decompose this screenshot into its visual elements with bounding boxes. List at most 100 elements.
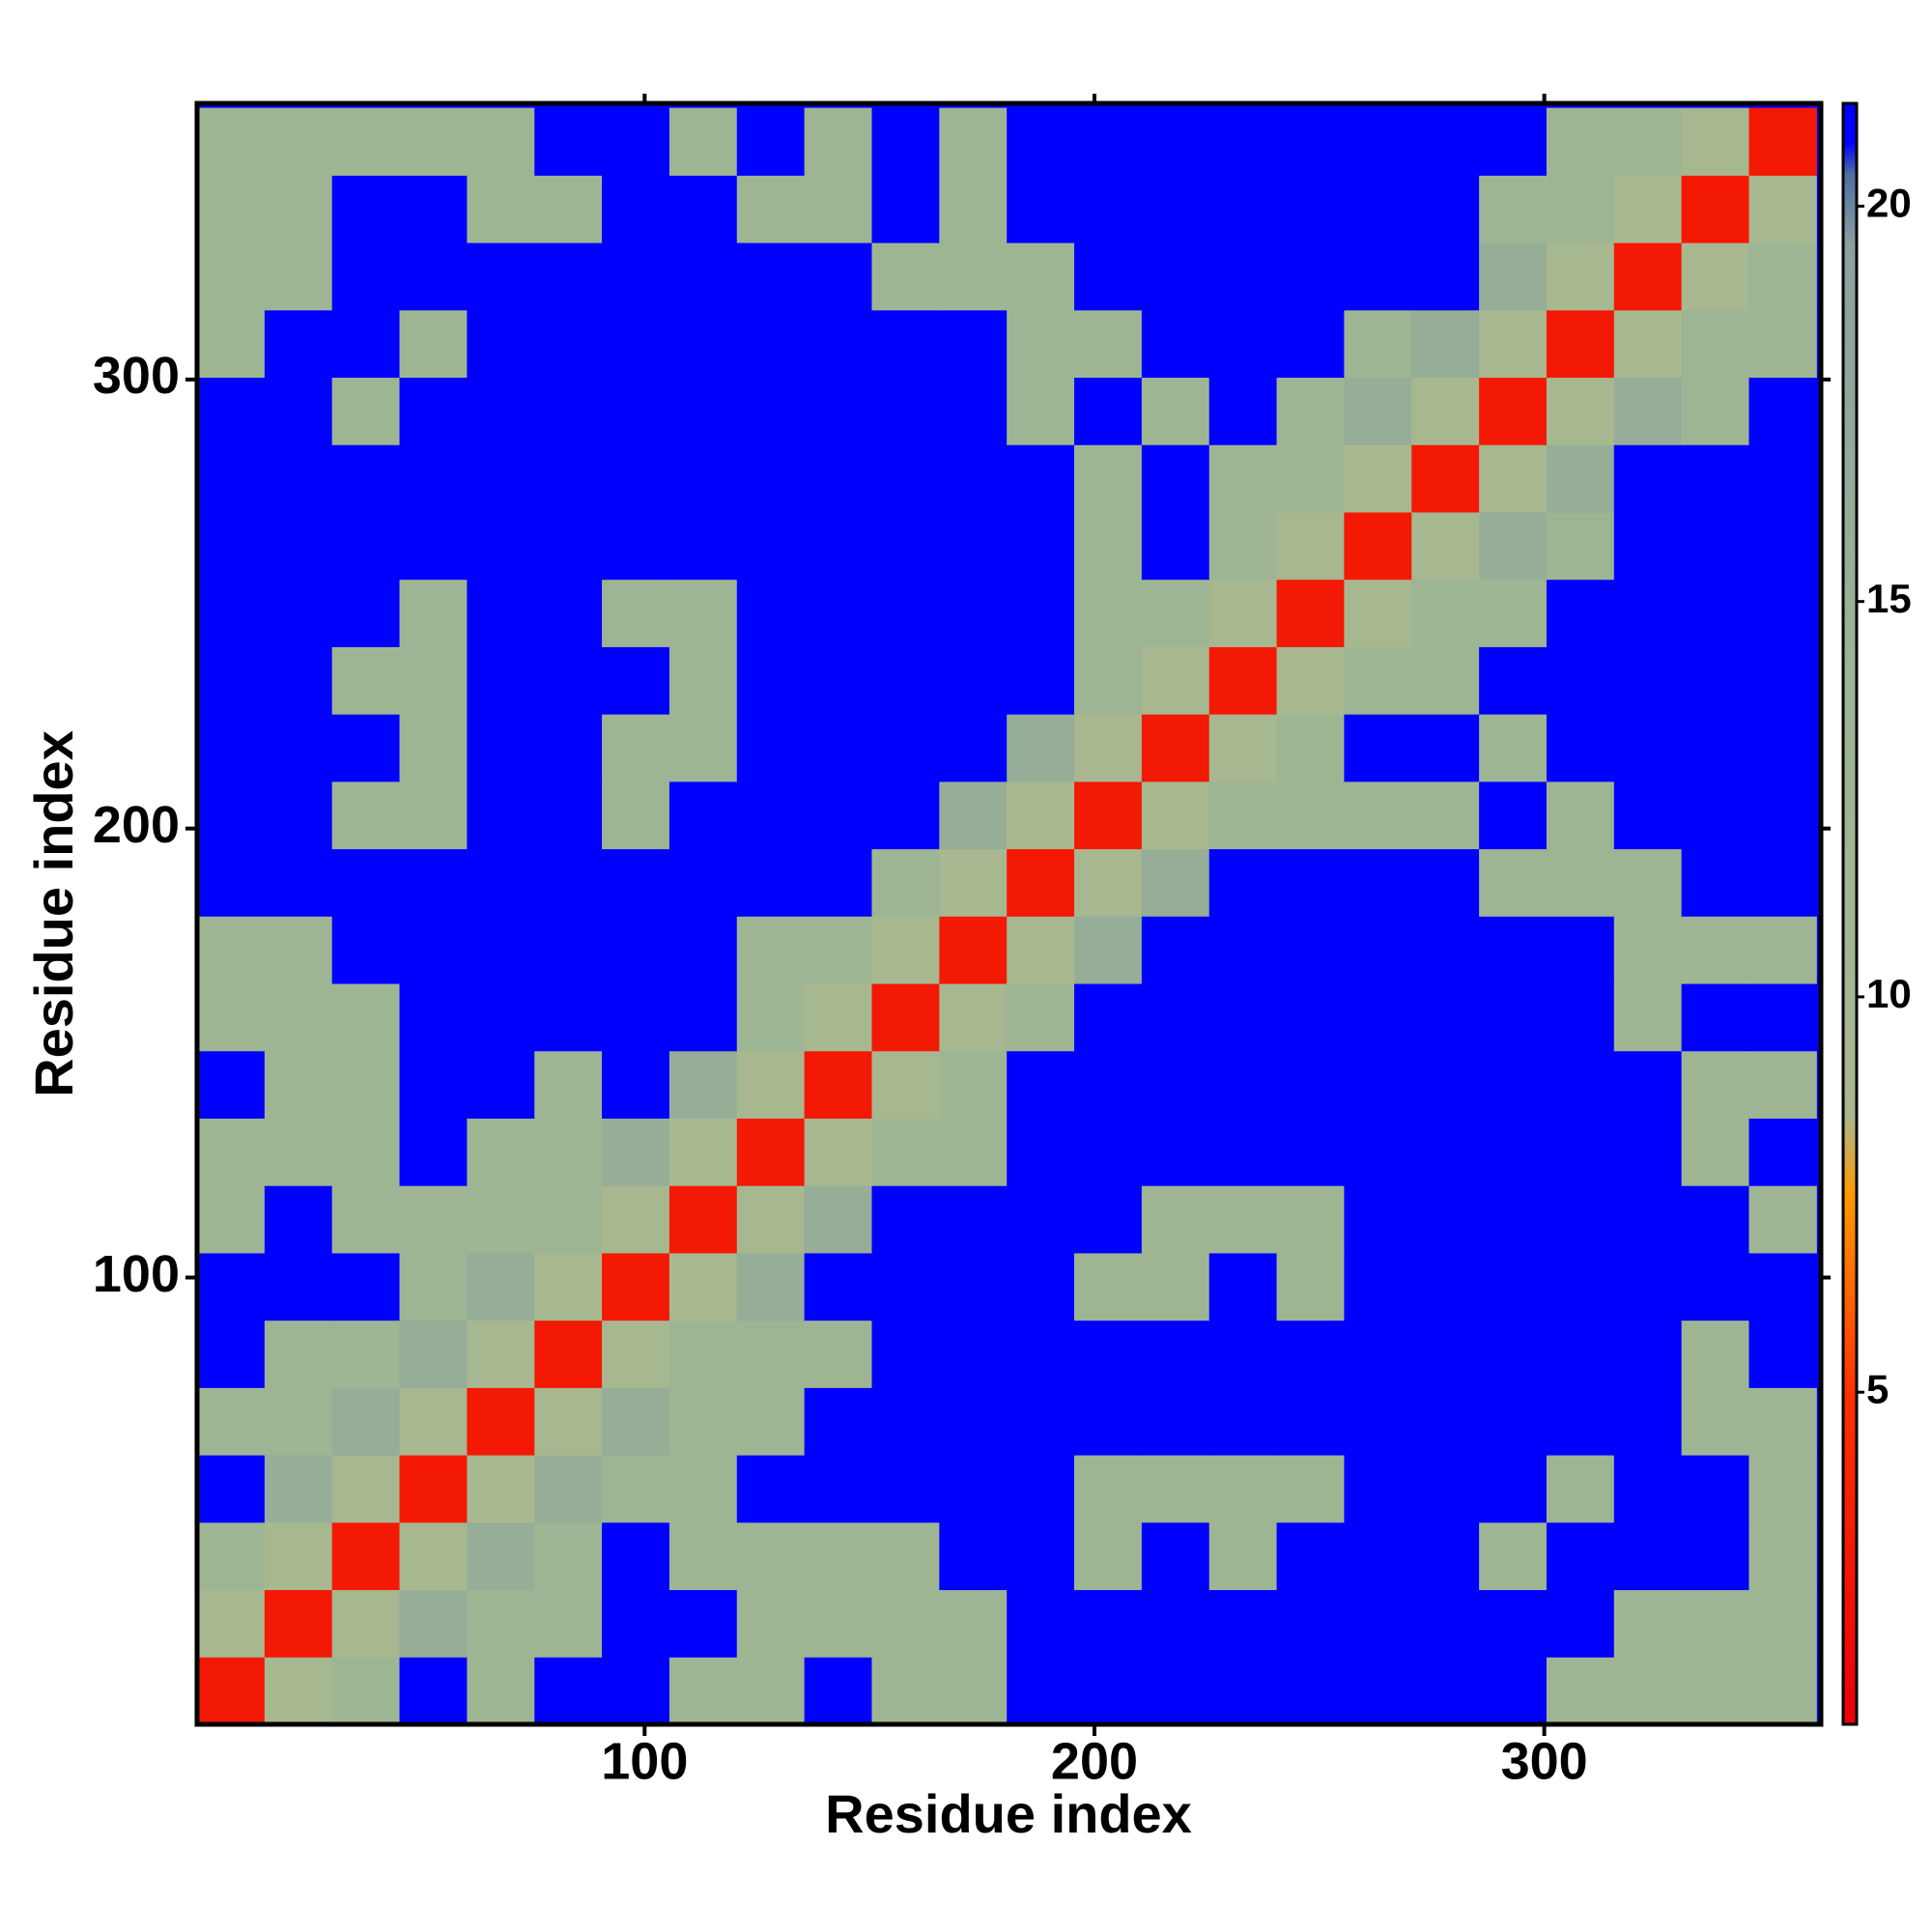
heatmap-cell (467, 1521, 535, 1591)
heatmap-cell (939, 848, 1008, 917)
heatmap-cell (467, 1252, 535, 1321)
heatmap-cell (331, 646, 401, 715)
heatmap-cell (197, 309, 266, 379)
heatmap-cell (197, 1185, 266, 1254)
heatmap-cell (804, 1320, 872, 1388)
heatmap-cell (399, 242, 468, 311)
heatmap-cell (1007, 646, 1075, 715)
heatmap-cell (331, 1185, 401, 1254)
heatmap-cell (939, 1118, 1008, 1186)
heatmap-cell (668, 1118, 738, 1186)
heatmap-cell (939, 175, 1008, 243)
heatmap-cell (1748, 579, 1817, 647)
heatmap-cell (1681, 1589, 1749, 1658)
heatmap-cell (1479, 444, 1548, 513)
heatmap-cell (1613, 377, 1683, 445)
heatmap-cell (1411, 983, 1480, 1052)
heatmap-cell (602, 309, 670, 379)
heatmap-cell (331, 1455, 401, 1523)
heatmap-cell (871, 1118, 940, 1186)
heatmap-cell (1681, 1252, 1749, 1321)
heatmap-cell (1344, 646, 1412, 715)
heatmap-cell (1479, 1118, 1548, 1186)
heatmap-cell (1208, 1521, 1278, 1591)
heatmap-cell (1681, 781, 1749, 850)
heatmap-cell (1748, 1050, 1817, 1119)
heatmap-cell (467, 107, 535, 176)
heatmap-cell (331, 714, 401, 782)
heatmap-cell (1007, 309, 1075, 379)
heatmap-cell (1681, 511, 1749, 581)
heatmap-cell (1411, 1185, 1480, 1254)
heatmap-cell (1276, 1521, 1345, 1591)
heatmap-cell (1411, 714, 1480, 782)
heatmap-cell (1007, 444, 1075, 513)
heatmap-cell (602, 1252, 670, 1321)
heatmap-cell (1344, 781, 1412, 850)
heatmap-cell (1681, 1320, 1749, 1388)
heatmap-cell (1276, 1118, 1345, 1186)
heatmap-cell (668, 916, 738, 984)
heatmap-cell (197, 1387, 266, 1456)
heatmap-cell (1748, 916, 1817, 984)
heatmap-cell (1411, 579, 1480, 647)
heatmap-cell (1007, 1455, 1075, 1523)
heatmap-cell (1007, 1657, 1075, 1725)
heatmap-cell (668, 781, 738, 850)
heatmap-cell (1748, 848, 1817, 917)
heatmap-cell (399, 377, 468, 445)
heatmap-cell (1344, 1521, 1412, 1591)
heatmap-cell (1411, 781, 1480, 850)
heatmap-cell (331, 916, 401, 984)
heatmap-cell (1613, 1589, 1683, 1658)
heatmap-cell (264, 1252, 333, 1321)
heatmap-cell (668, 1657, 738, 1725)
heatmap-cell (1141, 309, 1210, 379)
heatmap-cell (804, 1455, 872, 1523)
colorbar-tick-label: 10 (1866, 971, 1912, 1016)
heatmap-cell (264, 1320, 333, 1388)
heatmap-cell (467, 377, 535, 445)
y-tick-label: 200 (93, 796, 180, 854)
heatmap-cell (467, 242, 535, 311)
heatmap-cell (871, 646, 940, 715)
heatmap-cell (1074, 1589, 1143, 1658)
heatmap-cell (804, 1252, 872, 1321)
heatmap-cell (1748, 1521, 1817, 1591)
heatmap-cell (804, 646, 872, 715)
heatmap-cell (668, 1185, 738, 1254)
heatmap-cell (668, 714, 738, 782)
heatmap-cell (264, 377, 333, 445)
heatmap-cell (197, 579, 266, 647)
heatmap-cell (1141, 1252, 1210, 1321)
heatmap-cell (668, 511, 738, 581)
heatmap-cell (1141, 916, 1210, 984)
heatmap-cell (804, 714, 872, 782)
heatmap-cell (1276, 1050, 1345, 1119)
heatmap-cell (1208, 1050, 1278, 1119)
heatmap-cell (1074, 1252, 1143, 1321)
heatmap-cell (804, 916, 872, 984)
heatmap-cell (602, 511, 670, 581)
heatmap-cell (331, 309, 401, 379)
heatmap-cell (1276, 848, 1345, 917)
heatmap-cell (1613, 848, 1683, 917)
heatmap-cell (399, 1050, 468, 1119)
heatmap-cell (1748, 511, 1817, 581)
heatmap-cell (668, 107, 738, 176)
heatmap-cell (1276, 175, 1345, 243)
heatmap-cell (1344, 1252, 1412, 1321)
heatmap-cell (467, 1118, 535, 1186)
heatmap-cell (939, 781, 1008, 850)
heatmap-cell (1613, 1252, 1683, 1321)
heatmap-cell (1479, 579, 1548, 647)
heatmap-cell (804, 1185, 872, 1254)
heatmap-cell (467, 175, 535, 243)
heatmap-cell (1344, 1589, 1412, 1658)
heatmap-cell (736, 1387, 806, 1456)
heatmap-cell (1748, 781, 1817, 850)
heatmap-cell (1613, 444, 1683, 513)
heatmap-cell (1411, 309, 1480, 379)
heatmap-cell (1141, 377, 1210, 445)
